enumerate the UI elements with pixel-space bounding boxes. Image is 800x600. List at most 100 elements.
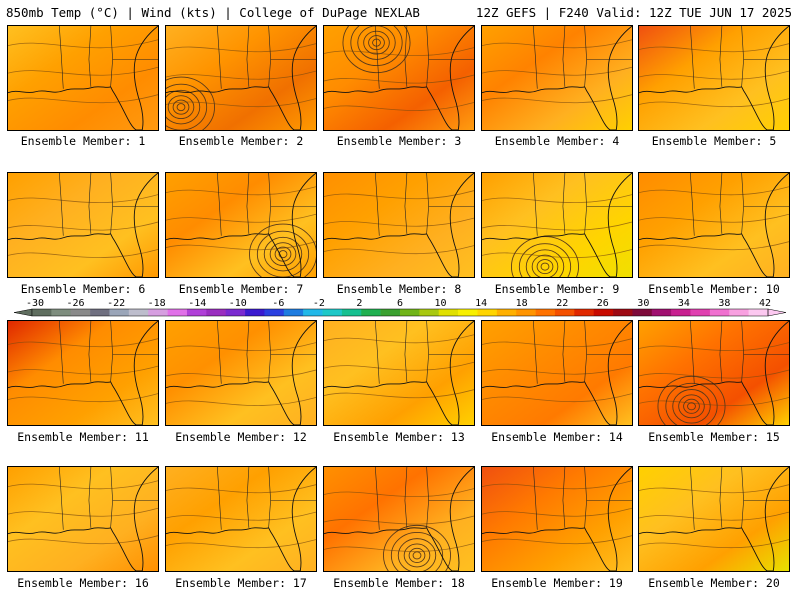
state-borders [375, 26, 474, 89]
low-pressure-contour [683, 398, 700, 414]
colorbar-max-arrow [767, 308, 787, 317]
low-pressure-contour [408, 547, 426, 563]
coastline [166, 321, 316, 425]
colorbar-segment [748, 309, 769, 316]
low-pressure-contour [368, 35, 385, 51]
low-pressure-contour [518, 243, 572, 277]
contour-line [482, 249, 632, 259]
contour-line [482, 66, 632, 76]
ensemble-panel-8 [323, 172, 475, 278]
ensemble-member-label: Ensemble Member: 18 [333, 576, 465, 590]
model-run-info: 12Z GEFS | F240 Valid: 12Z TUE JUN 17 20… [475, 5, 792, 20]
low-pressure-contour [390, 532, 444, 571]
ensemble-panel-2 [165, 25, 317, 131]
colorbar-tick-label: 42 [759, 298, 771, 309]
ensemble-member-label: Ensemble Member: 20 [648, 576, 780, 590]
ensemble-member-label: Ensemble Member: 11 [17, 430, 149, 444]
coastline [8, 26, 158, 130]
colorbar-segment [128, 309, 149, 316]
coastline [482, 26, 632, 130]
colorbar-tick-label: 38 [718, 298, 730, 309]
ensemble-panel-1 [7, 25, 159, 131]
contour-line [8, 249, 158, 259]
low-pressure-contour [687, 402, 696, 411]
contour-line [324, 543, 474, 553]
coastline [324, 26, 474, 130]
ensemble-member-label: Ensemble Member: 19 [491, 576, 623, 590]
colorbar-tick-label: 22 [556, 298, 568, 309]
colorbar-tick-label: 2 [356, 298, 362, 309]
ensemble-member-label: Ensemble Member: 15 [648, 430, 780, 444]
contour-line [639, 43, 789, 53]
coastline [166, 173, 316, 277]
colorbar-tick-label: 18 [516, 298, 528, 309]
ensemble-member-label: Ensemble Member: 10 [648, 282, 780, 296]
coastline [166, 26, 316, 130]
colorbar-segment [109, 309, 130, 316]
ensemble-panel-10 [638, 172, 790, 278]
low-pressure-contour [412, 551, 422, 560]
state-borders [59, 321, 158, 384]
ensemble-panel-18 [323, 466, 475, 572]
contour-line [639, 539, 789, 549]
colorbar-tick-label: -22 [107, 298, 125, 309]
state-borders [59, 173, 158, 236]
coastline [482, 321, 632, 425]
coastline [639, 321, 789, 425]
colorbar-segment [245, 309, 265, 316]
colorbar-tick-label: 30 [637, 298, 649, 309]
contour-line [482, 480, 632, 490]
colorbar-segment [341, 309, 362, 316]
coastline [482, 173, 632, 277]
ensemble-member-label: Ensemble Member: 6 [20, 282, 146, 296]
colorbar-segment [148, 309, 168, 316]
contour-line [8, 94, 158, 104]
coastline [8, 321, 158, 425]
contour-line [639, 484, 789, 494]
low-pressure-contour [166, 83, 208, 130]
colorbar-tick-label: 26 [597, 298, 609, 309]
ensemble-member-label: Ensemble Member: 9 [494, 282, 620, 296]
ensemble-member-label: Ensemble Member: 8 [336, 282, 462, 296]
coastline [8, 467, 158, 571]
contour-line [639, 213, 789, 223]
colorbar-segment [496, 309, 517, 316]
contour-line [8, 66, 158, 76]
state-borders [375, 321, 474, 384]
contour-line [639, 186, 789, 196]
colorbar-segment [361, 309, 381, 316]
temperature-colorbar: -30 -26 -22 -18 -14 -10 -6 -2 2 6 10 14 18 22 26 30 34 38… [13, 298, 787, 317]
state-borders [375, 173, 474, 236]
coastline [324, 467, 474, 571]
low-pressure-contour [357, 26, 396, 60]
contour-line [166, 186, 316, 196]
contour-line [166, 397, 316, 407]
state-borders [375, 467, 474, 530]
contour-line [482, 338, 632, 348]
colorbar-tick-label: -26 [67, 298, 85, 309]
colorbar-segment [400, 309, 420, 316]
low-pressure-contour [536, 259, 554, 275]
colorbar-segment [574, 309, 594, 316]
colorbar-segment [322, 309, 343, 316]
colorbar-segment [554, 309, 575, 316]
colorbar-tick-label: 6 [397, 298, 403, 309]
contour-line [482, 94, 632, 104]
contour-line [8, 507, 158, 517]
coastline [166, 467, 316, 571]
contour-line [324, 334, 474, 344]
contour-line [639, 342, 789, 352]
state-borders [217, 173, 316, 236]
colorbar-segment [186, 309, 207, 316]
contour-line [8, 535, 158, 545]
colorbar-tick-label: -6 [272, 298, 284, 309]
contour-line [324, 389, 474, 399]
contour-line [482, 393, 632, 403]
state-borders [533, 467, 632, 530]
state-borders [533, 321, 632, 384]
contour-line [324, 47, 474, 57]
ensemble-member-label: Ensemble Member: 14 [491, 430, 623, 444]
low-pressure-contour [383, 524, 451, 571]
ensemble-panel-12 [165, 320, 317, 426]
colorbar-tick-label: 10 [435, 298, 447, 309]
